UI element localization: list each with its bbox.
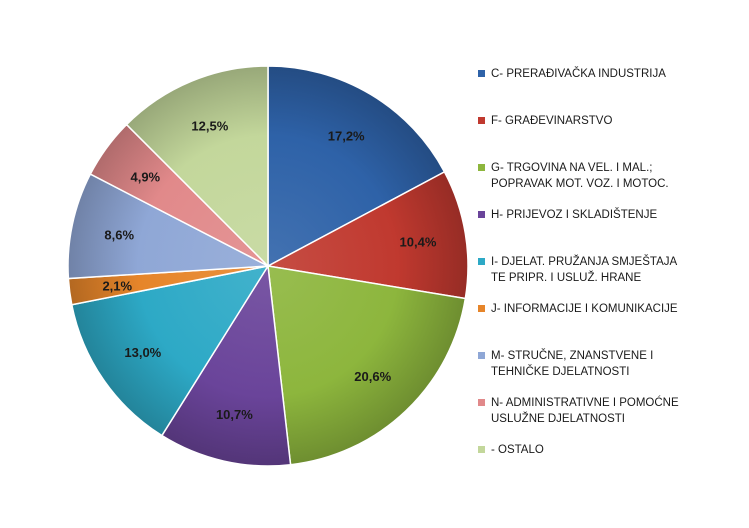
legend-swatch [478,305,485,312]
legend-item-ostalo: - OSTALO [478,442,743,458]
legend-swatch [478,211,485,218]
legend-swatch [478,446,485,453]
slice-value-label: 4,9% [130,169,160,184]
pie-slice-ostalo [125,65,269,268]
legend-item-n-administrativne-i-pomocne: N- ADMINISTRATIVNE I POMOĆNE USLUŽNE DJE… [478,395,743,427]
legend-label: F- GRAĐEVINARSTVO [491,115,613,127]
slice-value-label: 8,6% [104,228,134,243]
legend-item-j-informacije-i-komunikacije: J- INFORMACIJE I KOMUNIKACIJE [478,301,743,317]
legend-swatch [478,164,485,171]
slice-value-label: 13,0% [124,345,161,360]
legend-item-c-preradivacka-industrija: C- PRERAĐIVAČKA INDUSTRIJA [478,66,743,82]
legend-swatch [478,399,485,406]
legend-swatch [478,258,485,265]
legend-swatch [478,352,485,359]
pie-slice-m-strucne-znanstvene-i [67,173,271,280]
legend-label: I- DJELAT. PRUŽANJA SMJEŠTAJA TE PRIPR. … [491,256,678,284]
legend-label: H- PRIJEVOZ I SKLADIŠTENJE [491,209,658,221]
legend-label: M- STRUČNE, ZNANSTVENE I TEHNIČKE DJELAT… [491,350,654,378]
slice-value-label: 2,1% [102,279,132,294]
legend-swatch [478,70,485,77]
slice-value-label: 20,6% [354,369,391,384]
chart-legend: C- PRERAĐIVAČKA INDUSTRIJA F- GRAĐEVINARS… [478,0,743,528]
slice-value-label: 12,5% [191,119,228,134]
legend-label: N- ADMINISTRATIVNE I POMOĆNE USLUŽNE DJE… [491,397,679,425]
legend-label: C- PRERAĐIVAČKA INDUSTRIJA [491,68,666,80]
pie-slice-i-djelat-pruzanja-smjestaja [70,264,270,437]
slice-value-label: 10,7% [216,407,253,422]
legend-item-h-prijevoz-i-skladistenje: H- PRIJEVOZ I SKLADIŠTENJE [478,207,743,223]
legend-label: G- TRGOVINA NA VEL. I MAL.; POPRAVAK MOT… [491,162,669,190]
pie-slice-c-preradivacka-industrija [267,65,446,268]
legend-label: J- INFORMACIJE I KOMUNIKACIJE [491,303,678,315]
legend-item-m-strucne-znanstvene-i: M- STRUČNE, ZNANSTVENE I TEHNIČKE DJELAT… [478,348,743,380]
slice-value-label: 10,4% [400,234,437,249]
pie-slice-f-gradevinarstvo [265,170,469,300]
legend-item-f-gradevinarstvo: F- GRAĐEVINARSTVO [478,113,743,129]
legend-label: - OSTALO [491,444,544,456]
pie-slice-h-prijevoz-i-skladistenje [160,263,292,467]
pie-slice-g-trgovina-na-vel-i-mal [267,265,467,466]
slice-value-label: 17,2% [328,129,365,144]
legend-item-g-trgovina-na-vel-i-mal: G- TRGOVINA NA VEL. I MAL.; POPRAVAK MOT… [478,160,743,192]
legend-item-i-djelat-pruzanja-smjestaja: I- DJELAT. PRUŽANJA SMJEŠTAJA TE PRIPR. … [478,254,743,286]
legend-swatch [478,117,485,124]
